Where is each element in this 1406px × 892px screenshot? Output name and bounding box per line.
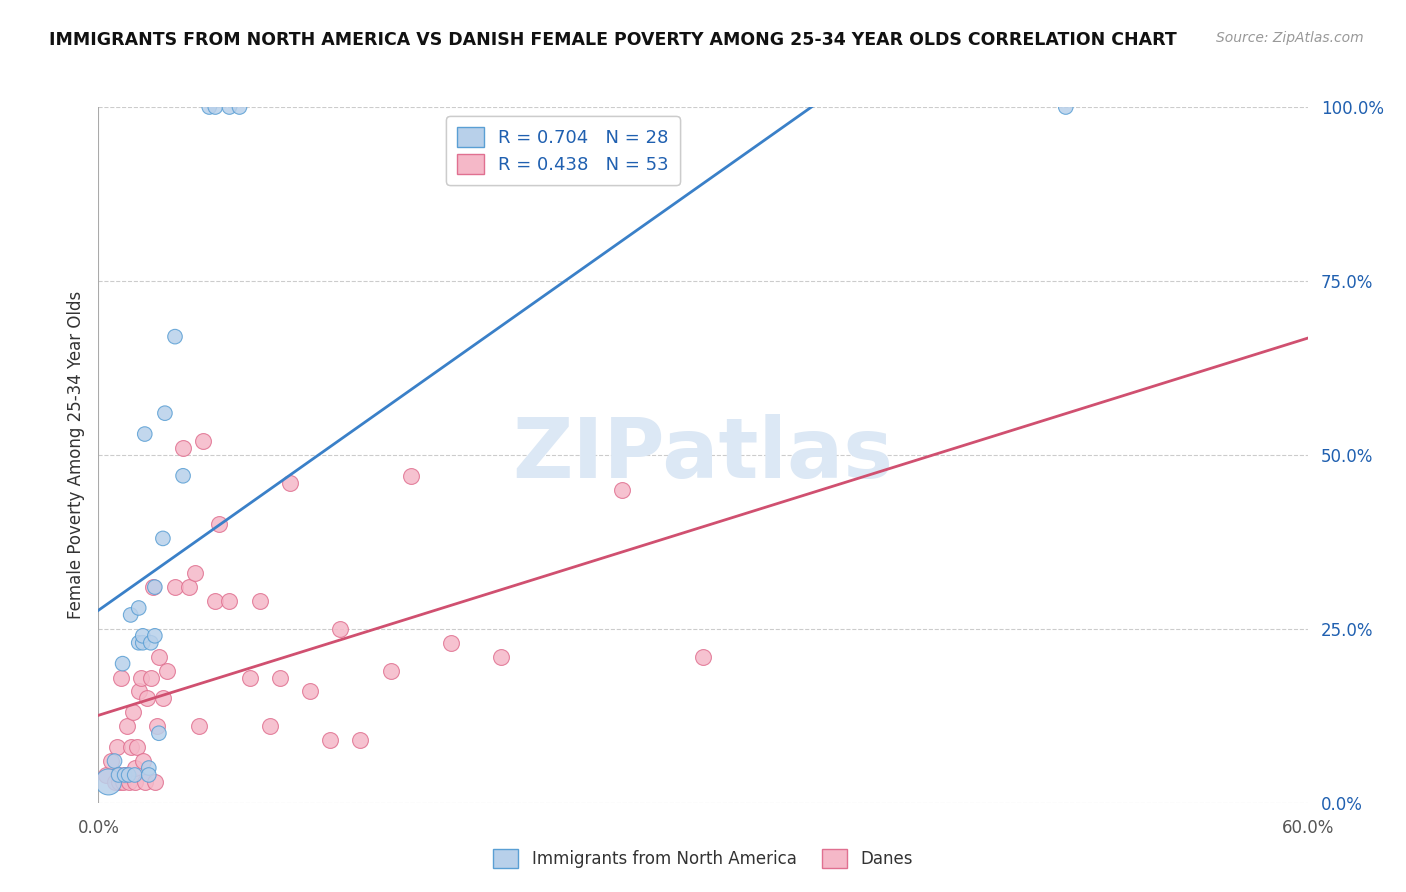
Point bbox=[124, 775, 146, 789]
Point bbox=[110, 671, 132, 685]
Point bbox=[163, 329, 186, 343]
Text: ZIPatlas: ZIPatlas bbox=[513, 415, 893, 495]
Point bbox=[184, 566, 207, 581]
Text: IMMIGRANTS FROM NORTH AMERICA VS DANISH FEMALE POVERTY AMONG 25-34 YEAR OLDS COR: IMMIGRANTS FROM NORTH AMERICA VS DANISH … bbox=[49, 31, 1177, 49]
Point bbox=[114, 768, 136, 782]
Point bbox=[218, 594, 240, 608]
Point bbox=[152, 532, 174, 546]
Point bbox=[118, 775, 141, 789]
Point bbox=[138, 761, 160, 775]
Point bbox=[239, 671, 262, 685]
Point bbox=[124, 768, 146, 782]
Point bbox=[114, 768, 136, 782]
Point bbox=[172, 468, 194, 483]
Point bbox=[128, 684, 150, 698]
Point bbox=[118, 768, 141, 782]
Legend: Immigrants from North America, Danes: Immigrants from North America, Danes bbox=[486, 843, 920, 875]
Point bbox=[399, 468, 422, 483]
Point bbox=[103, 754, 125, 768]
Point bbox=[142, 580, 165, 594]
Point bbox=[107, 775, 129, 789]
Point bbox=[121, 706, 143, 720]
Text: Source: ZipAtlas.com: Source: ZipAtlas.com bbox=[1216, 31, 1364, 45]
Point bbox=[148, 649, 170, 664]
Point bbox=[692, 649, 714, 664]
Point bbox=[115, 719, 138, 733]
Point bbox=[491, 649, 513, 664]
Point bbox=[1054, 100, 1077, 114]
Point bbox=[124, 761, 146, 775]
Point bbox=[125, 740, 148, 755]
Point bbox=[120, 607, 142, 622]
Point bbox=[120, 740, 142, 755]
Point bbox=[111, 657, 134, 671]
Point bbox=[228, 100, 250, 114]
Point bbox=[156, 664, 179, 678]
Point bbox=[132, 636, 155, 650]
Point bbox=[139, 671, 162, 685]
Point bbox=[380, 664, 402, 678]
Y-axis label: Female Poverty Among 25-34 Year Olds: Female Poverty Among 25-34 Year Olds bbox=[66, 291, 84, 619]
Point bbox=[349, 733, 371, 747]
Point bbox=[188, 719, 211, 733]
Point bbox=[134, 775, 156, 789]
Point bbox=[135, 691, 157, 706]
Point bbox=[143, 580, 166, 594]
Point bbox=[129, 671, 152, 685]
Point bbox=[612, 483, 634, 497]
Point bbox=[249, 594, 271, 608]
Point bbox=[152, 691, 174, 706]
Point bbox=[114, 768, 136, 782]
Point bbox=[204, 100, 226, 114]
Point bbox=[172, 441, 194, 455]
Point bbox=[96, 768, 118, 782]
Point bbox=[139, 636, 162, 650]
Point bbox=[329, 622, 352, 636]
Point bbox=[107, 768, 129, 782]
Point bbox=[179, 580, 201, 594]
Point bbox=[299, 684, 322, 698]
Point bbox=[440, 636, 463, 650]
Point bbox=[269, 671, 291, 685]
Point bbox=[148, 726, 170, 740]
Point bbox=[103, 775, 125, 789]
Point bbox=[105, 740, 128, 755]
Point bbox=[143, 629, 166, 643]
Point bbox=[198, 100, 221, 114]
Point bbox=[319, 733, 342, 747]
Point bbox=[138, 768, 160, 782]
Point bbox=[97, 775, 120, 789]
Legend: R = 0.704   N = 28, R = 0.438   N = 53: R = 0.704 N = 28, R = 0.438 N = 53 bbox=[446, 116, 681, 185]
Point bbox=[132, 754, 155, 768]
Point bbox=[128, 601, 150, 615]
Point bbox=[163, 580, 186, 594]
Point bbox=[218, 100, 240, 114]
Point bbox=[208, 517, 231, 532]
Point bbox=[278, 475, 301, 490]
Point bbox=[107, 768, 129, 782]
Point bbox=[259, 719, 281, 733]
Point bbox=[193, 434, 215, 448]
Point bbox=[128, 636, 150, 650]
Point bbox=[143, 775, 166, 789]
Point bbox=[100, 754, 122, 768]
Point bbox=[134, 427, 156, 442]
Point bbox=[153, 406, 176, 420]
Point bbox=[204, 594, 226, 608]
Point bbox=[132, 629, 155, 643]
Point bbox=[111, 775, 134, 789]
Point bbox=[146, 719, 169, 733]
